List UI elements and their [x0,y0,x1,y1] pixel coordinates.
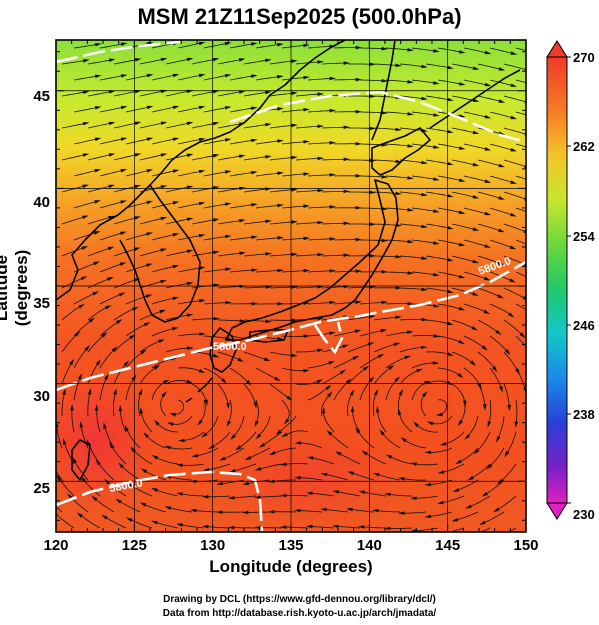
colorbar-label-238: 238 [573,407,595,422]
y-tick-35: 35 [33,295,50,312]
y-tick-45: 45 [33,88,50,105]
contour-5800-south [56,470,264,532]
colorbar-label-262: 262 [573,139,595,154]
lat-lon-grid [56,40,526,532]
x-tick-125: 125 [122,537,147,554]
coastline-taiwan [71,439,91,481]
contour-5800-main [56,260,526,392]
x-tick-130: 130 [200,537,225,554]
y-tick-25: 25 [33,480,50,497]
x-tick-135: 135 [278,537,303,554]
x-axis-label: Longitude (degrees) [209,557,373,576]
coastline-sakhalin [371,40,396,141]
contour-label-3: 5800.0 [108,477,143,495]
map-title: MSM 21Z11Sep2025 (500.0hPa) [137,4,462,29]
x-tick-140: 140 [357,537,382,554]
coastline-hokkaido [371,127,431,176]
contour-north [56,40,181,64]
contour-label-2: 5800.0 [213,341,247,353]
warm-core-west [56,370,155,510]
coastline-asia [56,40,346,301]
colorbar-label-270: 270 [573,50,595,65]
y-tick-40: 40 [33,194,50,211]
drawing-credit: Drawing by DCL (https://www.gfd-dennou.o… [163,594,436,605]
contour-5800-loop [313,321,344,355]
x-tick-150: 150 [513,537,538,554]
axis-ticks [55,40,527,532]
height-contours [56,40,526,532]
warm-core-east [220,430,400,530]
coastline-korea [119,184,201,323]
coastline-ryukyu [185,377,213,403]
streamline-arrows [56,41,526,532]
coastline-kyushu [209,327,237,373]
colorbar-bottom-triangle [546,502,568,520]
coastlines [56,40,521,481]
colorbar-top-triangle [546,40,568,58]
x-tick-120: 120 [43,537,68,554]
y-tick-30: 30 [33,388,50,405]
coastline-kurils [429,69,521,129]
contour-labels: 5800.0 5800.0 5800.0 [108,255,512,495]
x-tick-145: 145 [435,537,460,554]
colorbar-label-230: 230 [573,507,595,522]
data-credit: Data from http://database.rish.kyoto-u.a… [162,608,437,619]
colorbar: 270 262 254 246 238 230 [546,40,595,522]
colorbar-body [546,56,568,504]
contour-northeast [229,90,526,144]
coastline-honshu [225,179,399,341]
colorbar-label-254: 254 [573,229,595,244]
colorbar-label-246: 246 [573,318,595,333]
